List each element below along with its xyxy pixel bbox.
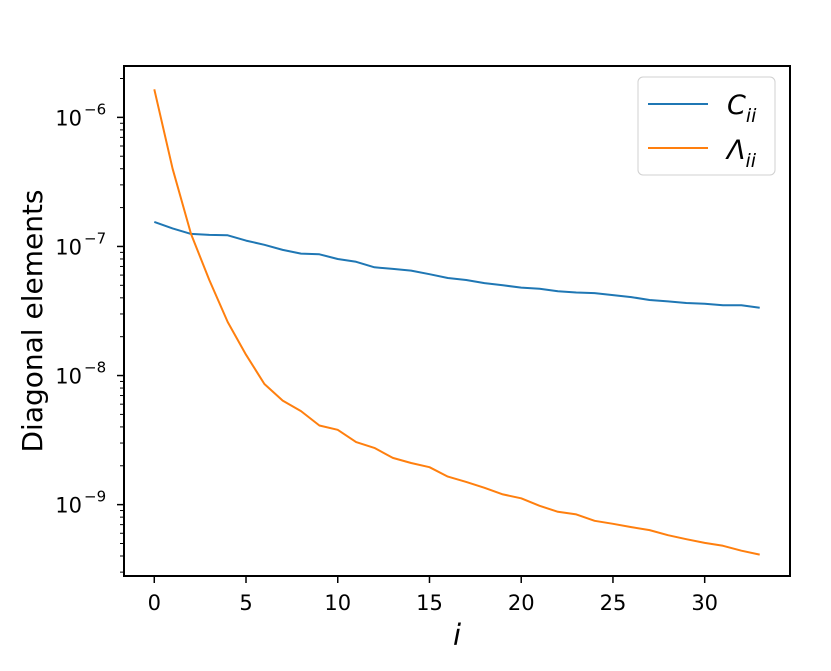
y-tick-exponent-0: −6 (84, 100, 106, 118)
x-tick-label-25: 25 (600, 591, 627, 615)
x-tick-label-10: 10 (324, 591, 351, 615)
y-tick-exponent-1: −7 (84, 229, 106, 247)
y-axis: 10−610−710−810−9 (55, 100, 124, 518)
y-tick-label-2: 10 (55, 365, 82, 389)
plot-series (153, 89, 760, 556)
plot-frame (123, 65, 791, 577)
series-line-0 (153, 220, 760, 309)
legend: Cii Λii (637, 76, 776, 176)
y-tick-label-0: 10 (55, 106, 82, 130)
x-tick-label-30: 30 (691, 591, 718, 615)
x-axis: 0 5 10 15 20 25 30 (148, 576, 718, 615)
y-tick-exponent-2: −8 (84, 359, 106, 377)
y-axis-label: Diagonal elements (16, 189, 49, 452)
y-tick-label-3: 10 (55, 494, 82, 518)
series-line-1 (153, 89, 760, 556)
legend-label-lambda: Λii (725, 135, 757, 172)
x-axis-label: i (453, 618, 461, 652)
y-tick-label-1: 10 (55, 235, 82, 259)
x-tick-label-15: 15 (416, 591, 443, 615)
x-tick-label-0: 0 (148, 591, 161, 615)
legend-label-c: Cii (727, 90, 757, 127)
legend-box (637, 76, 776, 176)
y-tick-exponent-3: −9 (84, 488, 106, 506)
x-tick-label-20: 20 (508, 591, 535, 615)
x-tick-label-5: 5 (239, 591, 252, 615)
